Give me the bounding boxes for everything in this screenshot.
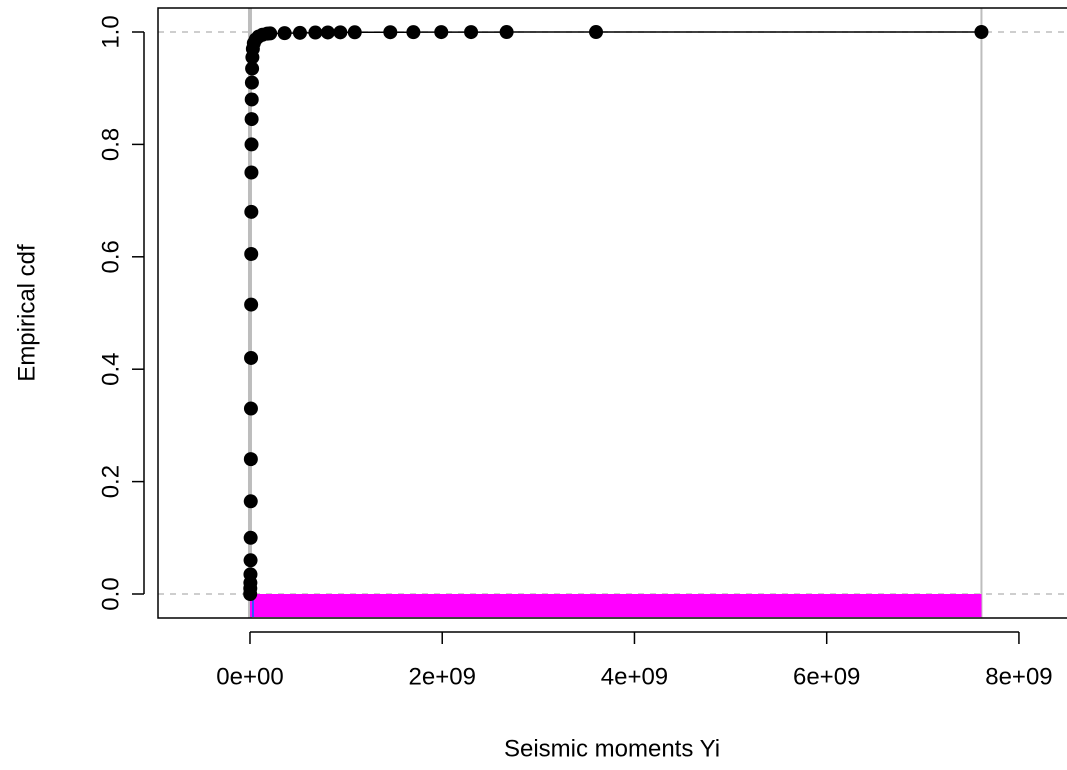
- point: [263, 26, 278, 41]
- y-tick-label: 1.0: [97, 15, 124, 48]
- x-tick-label: 0e+00: [216, 663, 283, 690]
- y-tick-label: 0.4: [97, 353, 124, 386]
- point: [243, 494, 258, 509]
- point: [244, 137, 259, 152]
- y-tick-label: 0.8: [97, 128, 124, 161]
- point: [292, 25, 307, 40]
- point: [974, 24, 989, 39]
- point: [244, 165, 259, 180]
- point: [277, 26, 292, 41]
- point: [464, 25, 479, 40]
- point: [589, 25, 604, 40]
- y-tick-label: 0.2: [97, 465, 124, 498]
- point: [243, 401, 258, 416]
- highlight-band: [249, 594, 982, 618]
- plot-frame: [157, 7, 1067, 619]
- y-tick-label: 0.0: [97, 577, 124, 610]
- point: [499, 25, 514, 40]
- x-tick-label: 6e+09: [793, 663, 860, 690]
- x-tick-label: 4e+09: [601, 663, 668, 690]
- point: [244, 350, 259, 365]
- point: [308, 25, 323, 40]
- point: [244, 112, 259, 127]
- point: [243, 452, 258, 467]
- y-tick-label: 0.6: [97, 240, 124, 273]
- point: [244, 75, 259, 90]
- point: [244, 246, 259, 261]
- point: [406, 25, 421, 40]
- point: [244, 204, 259, 219]
- point: [243, 567, 258, 582]
- x-tick-label: 8e+09: [985, 663, 1052, 690]
- point: [245, 61, 260, 76]
- point: [347, 25, 362, 40]
- point: [243, 553, 258, 568]
- point: [434, 25, 449, 40]
- point: [383, 25, 398, 40]
- point: [320, 25, 335, 40]
- point: [244, 297, 259, 312]
- x-tick-label: 2e+09: [409, 663, 476, 690]
- y-axis-label: Empirical cdf: [13, 244, 40, 382]
- point: [333, 25, 348, 40]
- point: [243, 530, 258, 545]
- x-axis-label: Seismic moments Yi: [504, 735, 720, 762]
- point: [244, 92, 259, 107]
